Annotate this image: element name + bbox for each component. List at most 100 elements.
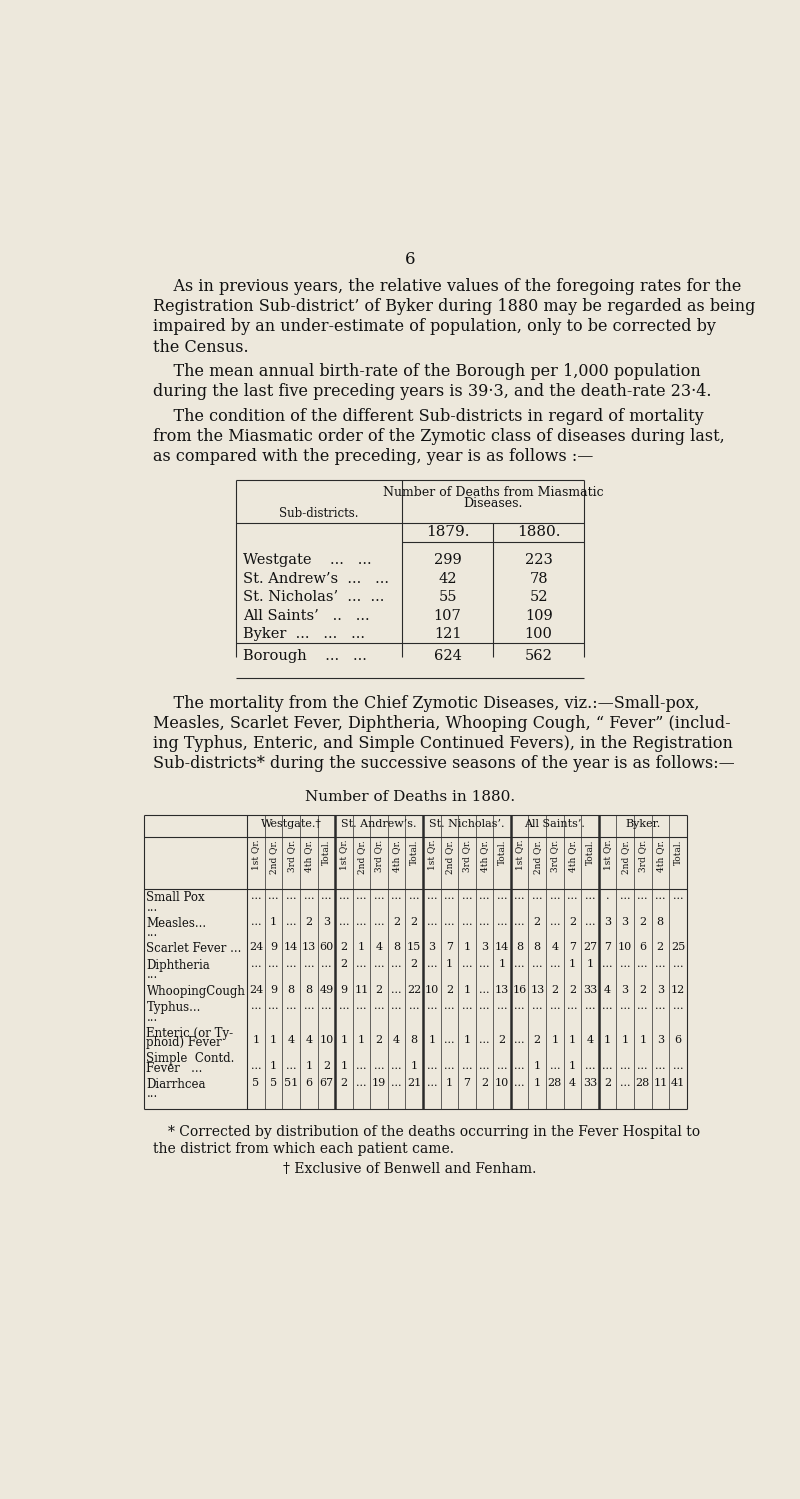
Text: ...: ...	[638, 959, 648, 970]
Text: St. Nicholas’  ...  ...: St. Nicholas’ ... ...	[243, 591, 385, 604]
Text: 8: 8	[393, 943, 400, 952]
Text: ...: ...	[356, 1001, 366, 1012]
Text: Borough    ...   ...: Borough ... ...	[243, 649, 367, 663]
Text: the Census.: the Census.	[153, 339, 248, 355]
Text: ...: ...	[426, 1001, 437, 1012]
Text: ...: ...	[444, 1036, 454, 1045]
Text: ...: ...	[479, 1061, 490, 1070]
Text: 4th Qr.: 4th Qr.	[392, 839, 401, 871]
Text: ...: ...	[426, 917, 437, 926]
Text: ...: ...	[497, 1061, 507, 1070]
Text: 7: 7	[604, 943, 611, 952]
Text: Total.: Total.	[586, 839, 594, 865]
Text: 1: 1	[410, 1061, 418, 1070]
Text: ...: ...	[356, 959, 366, 970]
Text: 1: 1	[428, 1036, 435, 1045]
Text: 16: 16	[513, 985, 527, 994]
Text: 1: 1	[569, 1061, 576, 1070]
Text: ...: ...	[444, 1001, 454, 1012]
Text: Byker.: Byker.	[625, 818, 660, 829]
Text: ...: ...	[638, 1061, 648, 1070]
Text: 2: 2	[569, 985, 576, 994]
Text: 2: 2	[446, 985, 453, 994]
Text: ...: ...	[514, 1036, 525, 1045]
Text: 1: 1	[586, 959, 594, 970]
Text: 8: 8	[534, 943, 541, 952]
Text: 4th Qr.: 4th Qr.	[304, 839, 314, 871]
Text: 2: 2	[551, 985, 558, 994]
Text: ...: ...	[462, 1061, 472, 1070]
Text: ...: ...	[426, 1078, 437, 1088]
Text: ...: ...	[514, 892, 525, 901]
Text: The mortality from the Chief Zymotic Diseases, viz.:—Small-pox,: The mortality from the Chief Zymotic Dis…	[153, 696, 699, 712]
Text: Total.: Total.	[498, 839, 506, 865]
Text: Number of Deaths in 1880.: Number of Deaths in 1880.	[305, 790, 515, 805]
Text: ...: ...	[532, 892, 542, 901]
Text: 10: 10	[495, 1078, 510, 1088]
Text: 4: 4	[375, 943, 382, 952]
Text: 8: 8	[516, 943, 523, 952]
Text: 1: 1	[534, 1078, 541, 1088]
Text: ...: ...	[356, 892, 366, 901]
Text: ...: ...	[514, 959, 525, 970]
Text: 4: 4	[586, 1036, 594, 1045]
Text: ...: ...	[250, 1061, 262, 1070]
Text: St. Andrew’s  ...   ...: St. Andrew’s ... ...	[243, 571, 390, 586]
Text: 55: 55	[438, 591, 457, 604]
Text: during the last five preceding years is 39·3, and the death-rate 23·4.: during the last five preceding years is …	[153, 384, 711, 400]
Text: 33: 33	[583, 1078, 597, 1088]
Text: 25: 25	[670, 943, 685, 952]
Text: ...: ...	[391, 1061, 402, 1070]
Text: ing Typhus, Enteric, and Simple Continued Fevers), in the Registration: ing Typhus, Enteric, and Simple Continue…	[153, 735, 733, 752]
Text: ...: ...	[444, 917, 454, 926]
Text: 4th Qr.: 4th Qr.	[656, 839, 665, 871]
Text: 107: 107	[434, 609, 462, 622]
Text: 1: 1	[340, 1036, 347, 1045]
Text: 3rd Qr.: 3rd Qr.	[550, 839, 559, 872]
Text: 14: 14	[495, 943, 510, 952]
Text: ...: ...	[462, 892, 472, 901]
Text: 19: 19	[372, 1078, 386, 1088]
Text: 13: 13	[530, 985, 544, 994]
Text: 1: 1	[534, 1061, 541, 1070]
Text: 2: 2	[569, 917, 576, 926]
Text: ...: ...	[444, 892, 454, 901]
Text: The condition of the different Sub-districts in regard of mortality: The condition of the different Sub-distr…	[153, 408, 703, 424]
Text: 2: 2	[340, 959, 347, 970]
Text: Small Pox: Small Pox	[146, 892, 205, 904]
Text: ...: ...	[497, 1001, 507, 1012]
Text: ...: ...	[286, 892, 297, 901]
Text: All Saints’   ..   ...: All Saints’ .. ...	[243, 609, 370, 622]
Text: 2: 2	[657, 943, 664, 952]
Text: 3rd Qr.: 3rd Qr.	[374, 839, 383, 872]
Text: ...: ...	[391, 892, 402, 901]
Text: ...: ...	[655, 892, 666, 901]
Text: ...: ...	[286, 1061, 297, 1070]
Text: 10: 10	[618, 943, 632, 952]
Text: ...: ...	[602, 959, 613, 970]
Text: 1: 1	[551, 1036, 558, 1045]
Text: ...: ...	[638, 1001, 648, 1012]
Text: ...: ...	[409, 892, 419, 901]
Text: 7: 7	[446, 943, 453, 952]
Text: Fever   ...: Fever ...	[146, 1061, 203, 1075]
Text: ...: ...	[374, 1001, 384, 1012]
Text: ...: ...	[585, 917, 595, 926]
Text: 14: 14	[284, 943, 298, 952]
Text: 51: 51	[284, 1078, 298, 1088]
Text: as compared with the preceding, year is as follows :—: as compared with the preceding, year is …	[153, 448, 593, 465]
Text: the district from which each patient came.: the district from which each patient cam…	[153, 1142, 454, 1156]
Text: ...: ...	[532, 1001, 542, 1012]
Text: 1: 1	[622, 1036, 629, 1045]
Text: St. Nicholas’.: St. Nicholas’.	[430, 818, 505, 829]
Text: 1: 1	[358, 1036, 365, 1045]
Text: ...: ...	[356, 917, 366, 926]
Text: 2: 2	[410, 917, 418, 926]
Text: ...: ...	[303, 892, 314, 901]
Text: Total.: Total.	[410, 839, 418, 865]
Text: 223: 223	[525, 553, 553, 567]
Text: ...: ...	[426, 892, 437, 901]
Text: Total.: Total.	[322, 839, 331, 865]
Text: Westgate    ...   ...: Westgate ... ...	[243, 553, 372, 567]
Text: .: .	[606, 892, 610, 901]
